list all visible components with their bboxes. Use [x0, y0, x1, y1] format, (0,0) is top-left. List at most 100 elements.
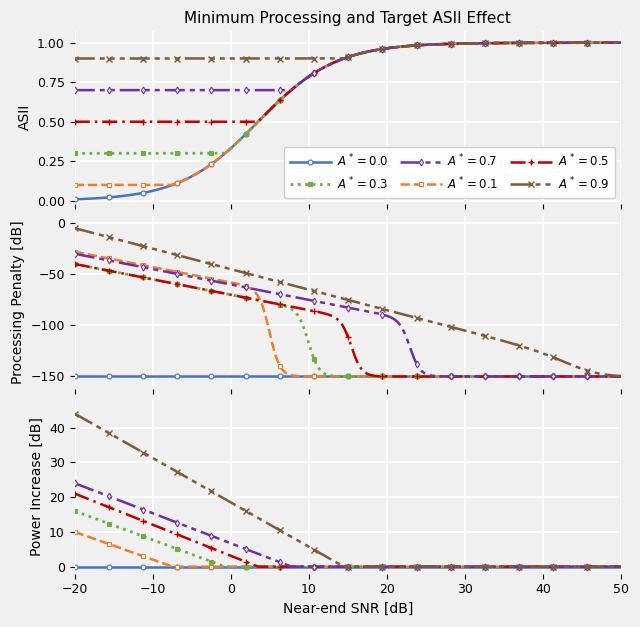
- Y-axis label: ASII: ASII: [17, 104, 31, 130]
- $A^* = 0.3$: [388, 44, 396, 51]
- $A^* = 0.1$: [486, 563, 493, 571]
- $A^* = 0.9$: [403, 312, 410, 319]
- $A^* = 0.0$: [617, 39, 625, 46]
- $A^* = 0.5$: [617, 563, 625, 571]
- $A^* = 0.3$: [485, 40, 493, 47]
- $A^* = 0.3$: [71, 150, 79, 157]
- $A^* = 0.7$: [485, 40, 493, 47]
- $A^* = 0.3$: [419, 563, 427, 571]
- Line: $A^* = 0.3$: $A^* = 0.3$: [72, 40, 623, 155]
- $A^* = 0.5$: [419, 563, 427, 571]
- $A^* = 0.9$: [71, 55, 79, 62]
- $A^* = 0.7$: [71, 87, 79, 94]
- $A^* = 0.0$: [485, 40, 493, 47]
- Line: $A^* = 0.3$: $A^* = 0.3$: [72, 508, 623, 569]
- $A^* = 0.3$: [617, 39, 625, 46]
- $A^* = 0.1$: [617, 563, 625, 571]
- $A^* = 0.9$: [541, 39, 549, 46]
- $A^* = 0.1$: [485, 40, 493, 47]
- $A^* = 0.3$: [488, 372, 495, 380]
- Line: $A^* = 0.7$: $A^* = 0.7$: [72, 481, 623, 569]
- Line: $A^* = 0.9$: $A^* = 0.9$: [72, 411, 623, 569]
- $A^* = 0.7$: [71, 250, 79, 258]
- $A^* = 0.0$: [541, 563, 549, 571]
- $A^* = 0.7$: [104, 492, 112, 500]
- $A^* = 0.7$: [403, 334, 410, 341]
- $A^* = 0.7$: [419, 41, 426, 49]
- $A^* = 0.9$: [419, 315, 426, 323]
- $A^* = 0.7$: [588, 372, 595, 380]
- $A^* = 0.5$: [542, 563, 550, 571]
- $A^* = 0.1$: [104, 540, 112, 547]
- $A^* = 0.1$: [403, 563, 411, 571]
- $A^* = 0.7$: [541, 39, 549, 46]
- $A^* = 0.5$: [617, 372, 625, 380]
- Line: $A^* = 0.1$: $A^* = 0.1$: [72, 40, 623, 187]
- $A^* = 0.1$: [388, 563, 396, 571]
- Title: Minimum Processing and Target ASII Effect: Minimum Processing and Target ASII Effec…: [184, 11, 511, 26]
- Line: $A^* = 0.1$: $A^* = 0.1$: [72, 529, 623, 569]
- $A^* = 0.9$: [403, 563, 411, 571]
- $A^* = 0.0$: [541, 39, 549, 46]
- $A^* = 0.7$: [486, 563, 493, 571]
- $A^* = 0.3$: [388, 563, 396, 571]
- Y-axis label: Power Increase [dB]: Power Increase [dB]: [29, 417, 44, 556]
- $A^* = 0.7$: [388, 314, 396, 322]
- $A^* = 0.7$: [388, 563, 396, 571]
- $A^* = 0.3$: [104, 267, 112, 275]
- $A^* = 0.0$: [541, 372, 549, 380]
- $A^* = 0.1$: [541, 39, 549, 46]
- $A^* = 0.9$: [617, 372, 625, 380]
- $A^* = 0.7$: [617, 372, 625, 380]
- $A^* = 0.1$: [403, 372, 410, 380]
- $A^* = 0.3$: [403, 43, 410, 50]
- Line: $A^* = 0.7$: $A^* = 0.7$: [72, 40, 623, 93]
- $A^* = 0.1$: [169, 563, 177, 571]
- $A^* = 0.9$: [542, 563, 550, 571]
- $A^* = 0.3$: [617, 563, 625, 571]
- Line: $A^* = 0.9$: $A^* = 0.9$: [72, 40, 623, 61]
- Line: $A^* = 0.5$: $A^* = 0.5$: [72, 490, 624, 570]
- $A^* = 0.5$: [419, 372, 426, 380]
- $A^* = 0.9$: [388, 44, 396, 51]
- $A^* = 0.3$: [541, 39, 549, 46]
- $A^* = 0.1$: [71, 248, 79, 255]
- $A^* = 0.7$: [617, 563, 625, 571]
- $A^* = 0.5$: [403, 563, 411, 571]
- $A^* = 0.9$: [104, 429, 112, 436]
- $A^* = 0.9$: [485, 40, 493, 47]
- $A^* = 0.0$: [388, 563, 396, 571]
- $A^* = 0.7$: [617, 39, 625, 46]
- $A^* = 0.5$: [71, 490, 79, 497]
- $A^* = 0.3$: [419, 372, 426, 380]
- $A^* = 0.9$: [104, 233, 112, 241]
- $A^* = 0.9$: [486, 563, 493, 571]
- $A^* = 0.0$: [104, 194, 112, 201]
- $A^* = 0.0$: [403, 372, 410, 380]
- $A^* = 0.3$: [104, 520, 112, 527]
- $A^* = 0.7$: [419, 563, 427, 571]
- $A^* = 0.5$: [104, 267, 112, 275]
- $A^* = 0.7$: [104, 256, 112, 264]
- $A^* = 0.1$: [71, 528, 79, 535]
- $A^* = 0.1$: [486, 372, 493, 380]
- $A^* = 0.9$: [541, 350, 549, 358]
- $A^* = 0.7$: [419, 368, 426, 376]
- $A^* = 0.0$: [403, 43, 410, 50]
- $A^* = 0.0$: [388, 44, 396, 51]
- $A^* = 0.1$: [388, 44, 396, 51]
- Line: $A^* = 0.7$: $A^* = 0.7$: [72, 251, 623, 379]
- $A^* = 0.5$: [255, 563, 262, 571]
- $A^* = 0.7$: [403, 563, 411, 571]
- $A^* = 0.7$: [104, 87, 112, 94]
- $A^* = 0.5$: [617, 39, 625, 46]
- $A^* = 0.7$: [388, 44, 396, 51]
- $A^* = 0.5$: [541, 39, 549, 46]
- $A^* = 0.3$: [403, 563, 411, 571]
- $A^* = 0.0$: [419, 372, 426, 380]
- Line: $A^* = 0.5$: $A^* = 0.5$: [72, 261, 624, 379]
- $A^* = 0.9$: [71, 224, 79, 232]
- $A^* = 0.3$: [71, 507, 79, 515]
- $A^* = 0.5$: [419, 41, 426, 49]
- $A^* = 0.9$: [617, 563, 625, 571]
